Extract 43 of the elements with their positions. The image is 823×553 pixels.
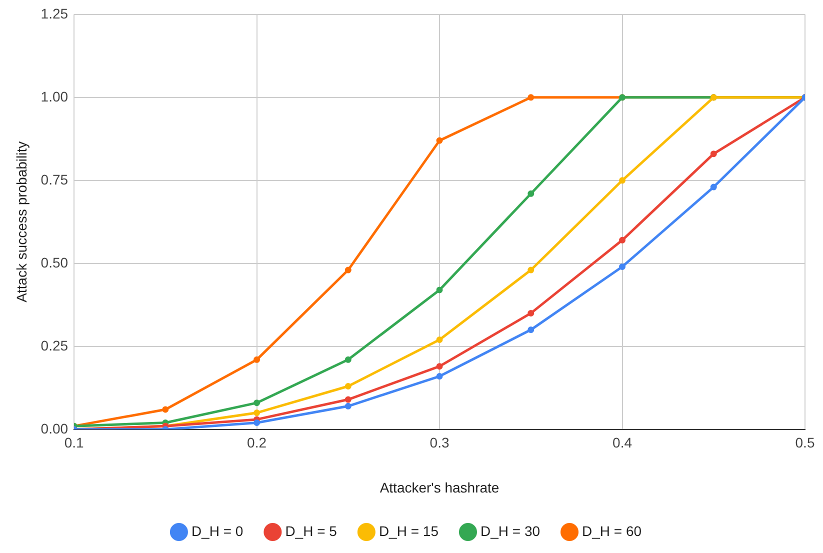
x-tick-label: 0.4 (612, 434, 632, 451)
point (528, 310, 534, 316)
point (344, 356, 352, 363)
point (436, 286, 443, 294)
point (528, 190, 534, 197)
point (619, 177, 626, 184)
point (344, 396, 352, 403)
point (436, 373, 443, 380)
y-axis-title: Attack success probability (13, 141, 30, 302)
point (619, 263, 626, 270)
y-tick-label: 0.00 (40, 420, 68, 436)
point (254, 410, 260, 416)
x-tick-label: 0.5 (795, 434, 815, 451)
y-tick-label: 0.75 (40, 171, 68, 188)
y-tick-label: 0.50 (40, 254, 68, 270)
point (162, 406, 169, 413)
point (344, 266, 352, 274)
x-tick-label: 0.1 (64, 434, 84, 451)
x-tick-label: 0.3 (430, 434, 450, 451)
point (344, 382, 352, 390)
legend-label: D_H = 5 (285, 522, 338, 539)
point (528, 326, 534, 334)
point (254, 400, 260, 406)
legend-label: D_H = 0 (191, 522, 244, 539)
y-tick-label: 1.25 (40, 5, 68, 22)
legend-label: D_H = 60 (582, 522, 642, 539)
legend-label: D_H = 15 (378, 522, 439, 539)
point (619, 236, 626, 244)
x-tick-label: 0.2 (247, 434, 267, 451)
point (436, 137, 443, 144)
legend-label: D_H = 30 (480, 522, 540, 539)
point (254, 356, 260, 363)
point (528, 266, 534, 274)
point (528, 94, 534, 101)
point (344, 402, 352, 410)
y-tick-label: 1.00 (40, 88, 68, 104)
point (254, 420, 260, 426)
x-axis-title: Attacker's hashrate (380, 479, 500, 496)
point (436, 336, 443, 344)
point (710, 150, 717, 158)
y-tick-label: 0.25 (40, 337, 68, 354)
point (710, 184, 717, 190)
point (436, 363, 443, 370)
